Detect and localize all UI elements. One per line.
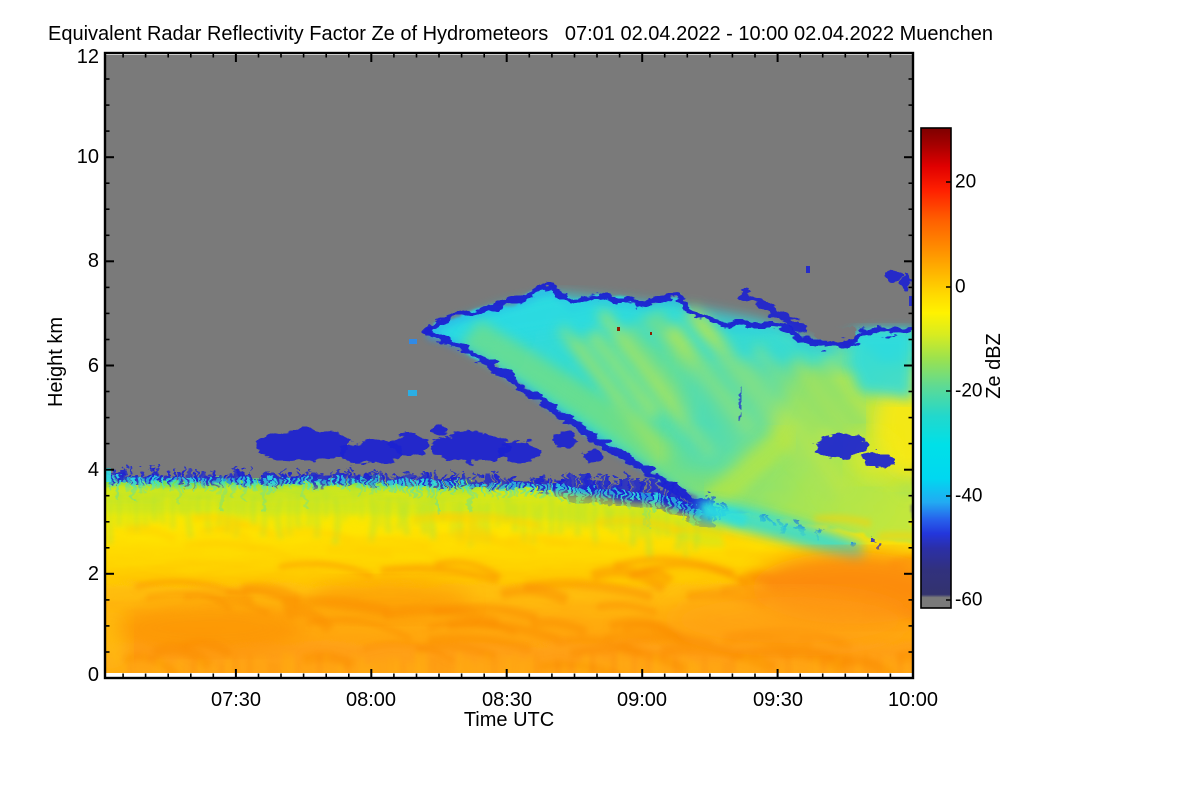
svg-text:-40: -40 (955, 486, 982, 507)
svg-text:10:00: 10:00 (888, 689, 938, 711)
svg-text:-20: -20 (955, 381, 982, 402)
svg-text:0: 0 (955, 277, 966, 298)
svg-text:Ze dBZ: Ze dBZ (983, 333, 1005, 399)
svg-text:09:00: 09:00 (617, 689, 667, 711)
svg-text:08:30: 08:30 (482, 689, 532, 711)
svg-text:Equivalent Radar Reflectivity: Equivalent Radar Reflectivity Factor Ze … (48, 23, 993, 45)
svg-text:09:30: 09:30 (753, 689, 803, 711)
svg-text:12: 12 (77, 46, 99, 68)
svg-text:8: 8 (88, 250, 99, 272)
svg-text:0: 0 (88, 664, 99, 686)
svg-text:07:30: 07:30 (211, 689, 261, 711)
svg-text:6: 6 (88, 355, 99, 377)
svg-text:10: 10 (77, 146, 99, 168)
svg-text:20: 20 (955, 172, 976, 193)
svg-text:2: 2 (88, 563, 99, 585)
svg-text:4: 4 (88, 459, 99, 481)
svg-text:Height km: Height km (45, 317, 67, 407)
svg-text:08:00: 08:00 (346, 689, 396, 711)
svg-text:-60: -60 (955, 590, 982, 611)
svg-text:Time UTC: Time UTC (464, 709, 554, 731)
